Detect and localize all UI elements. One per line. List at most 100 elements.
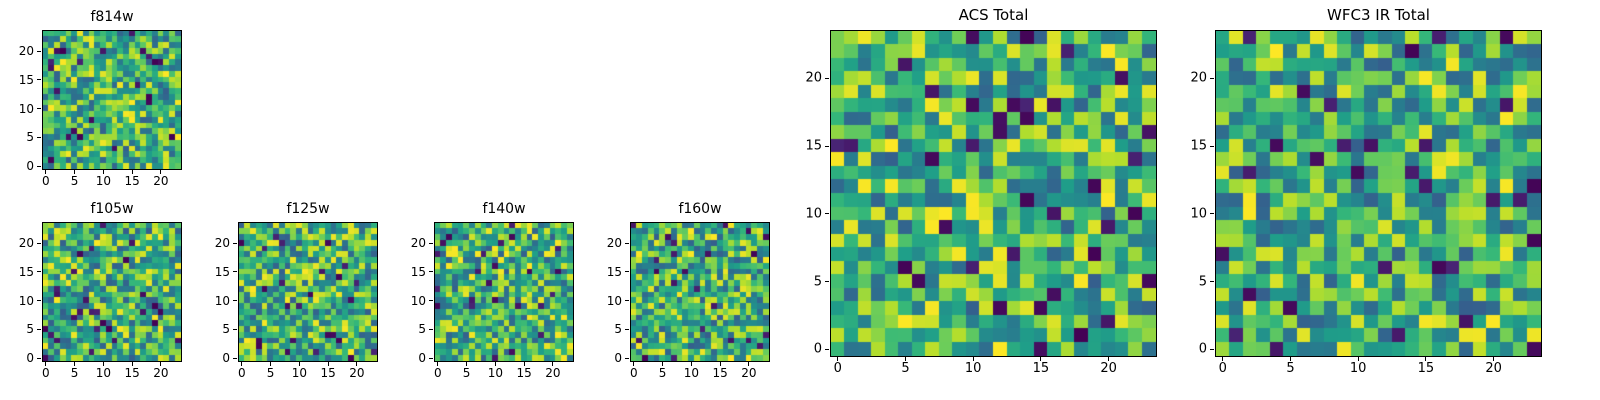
axis-tick-mark — [972, 357, 974, 361]
axis-tick-mark — [356, 362, 358, 366]
axis-tick-mark — [74, 362, 76, 366]
y-tick-label: 0 — [418, 351, 426, 366]
x-tick-label: 0 — [833, 361, 842, 376]
x-tick-label: 0 — [42, 174, 50, 188]
heatmap-image-f140w — [434, 222, 574, 362]
x-tick-label: 10 — [95, 366, 112, 380]
heatmap-image-acs-total — [830, 30, 1157, 357]
axis-tick-mark — [748, 362, 750, 366]
x-tick-label: 5 — [266, 366, 275, 380]
axis-tick-mark — [298, 362, 300, 366]
x-tick-label: 0 — [1218, 361, 1227, 376]
x-tick-label: 10 — [95, 174, 112, 188]
axis-tick-mark — [233, 357, 237, 359]
axis-tick-mark — [1357, 357, 1359, 361]
x-tick-label: 15 — [712, 366, 728, 380]
axis-tick-mark — [233, 242, 237, 244]
heatmap-panel-wfc3-ir-total: WFC3 IR Total 0 5 10 15 20 0 5 10 15 20 — [1181, 6, 1571, 392]
plot-area-f125w — [238, 222, 378, 362]
axis-tick-mark — [1425, 357, 1427, 361]
axis-tick-mark — [429, 242, 433, 244]
y-tick-label: 5 — [614, 322, 622, 337]
axis-tick-mark — [1108, 357, 1110, 361]
y-tick-label: 20 — [18, 44, 34, 59]
axis-tick-mark — [233, 328, 237, 330]
axis-tick-mark — [1210, 213, 1214, 215]
axis-tick-mark — [825, 281, 829, 283]
y-tick-label: 5 — [1198, 274, 1207, 290]
axis-tick-mark — [102, 362, 104, 366]
axis-tick-mark — [37, 357, 41, 359]
x-tick-label: 10 — [683, 366, 700, 380]
x-tick-label: 20 — [153, 366, 169, 380]
y-tick-label: 5 — [26, 130, 34, 145]
axis-tick-mark — [74, 170, 76, 174]
axis-tick-mark — [1222, 357, 1224, 361]
plot-area-acs-total — [830, 30, 1157, 357]
x-tick-label: 20 — [349, 366, 365, 380]
axis-tick-mark — [1493, 357, 1495, 361]
x-tick-label: 5 — [70, 174, 79, 188]
x-tick-label: 15 — [1032, 361, 1050, 376]
y-tick-label: 10 — [214, 293, 230, 308]
y-tick-label: 10 — [805, 206, 822, 222]
axis-tick-mark — [37, 300, 41, 302]
axis-tick-mark — [625, 271, 629, 273]
y-tick-label: 20 — [18, 236, 34, 251]
y-tick-label: 15 — [606, 264, 622, 279]
axis-tick-mark — [37, 242, 41, 244]
plot-area-f160w — [630, 222, 770, 362]
x-tick-label: 10 — [487, 366, 504, 380]
heatmap-image-f814w — [42, 30, 182, 170]
x-tick-label: 15 — [1417, 361, 1435, 376]
y-tick-label: 0 — [26, 351, 34, 366]
panel-title-acs-total: ACS Total — [958, 6, 1029, 24]
heatmap-panel-f140w: f140w 0 5 10 15 20 0 5 10 15 20 — [402, 198, 592, 386]
axis-tick-mark — [241, 362, 243, 366]
axis-tick-mark — [552, 362, 554, 366]
panel-title-f105w: f105w — [90, 201, 134, 217]
x-tick-label: 20 — [1100, 361, 1117, 376]
y-tick-label: 10 — [606, 293, 622, 308]
panel-title-wfc3-ir-total: WFC3 IR Total — [1327, 6, 1430, 24]
heatmap-panel-acs-total: ACS Total 0 5 10 15 20 0 5 10 15 20 — [796, 6, 1186, 392]
heatmap-image-f105w — [42, 222, 182, 362]
axis-tick-mark — [825, 213, 829, 215]
axis-tick-mark — [37, 79, 41, 81]
x-tick-label: 10 — [1349, 361, 1367, 376]
axis-tick-mark — [327, 362, 329, 366]
y-tick-label: 5 — [26, 322, 34, 337]
axis-tick-mark — [523, 362, 525, 366]
panel-title-f814w: f814w — [90, 9, 134, 25]
x-tick-label: 0 — [42, 366, 50, 380]
axis-tick-mark — [131, 170, 133, 174]
axis-tick-mark — [429, 271, 433, 273]
x-tick-label: 20 — [1485, 361, 1502, 376]
axis-tick-mark — [270, 362, 272, 366]
x-tick-label: 0 — [630, 366, 638, 380]
axis-tick-mark — [429, 357, 433, 359]
heatmap-panel-f105w: f105w 0 5 10 15 20 0 5 10 15 20 — [10, 198, 200, 386]
axis-tick-mark — [102, 170, 104, 174]
y-tick-label: 10 — [18, 293, 34, 308]
axis-tick-mark — [837, 357, 839, 361]
axis-tick-mark — [437, 362, 439, 366]
axis-tick-mark — [625, 357, 629, 359]
x-tick-label: 0 — [238, 366, 246, 380]
y-tick-label: 5 — [418, 322, 426, 337]
axis-tick-mark — [625, 300, 629, 302]
axis-tick-mark — [160, 170, 162, 174]
axis-tick-mark — [1210, 281, 1214, 283]
x-tick-label: 5 — [658, 366, 667, 380]
axis-tick-mark — [233, 300, 237, 302]
axis-tick-mark — [45, 362, 47, 366]
axis-tick-mark — [825, 77, 829, 79]
y-tick-label: 15 — [410, 264, 426, 279]
axis-tick-mark — [37, 50, 41, 52]
axis-tick-mark — [625, 242, 629, 244]
axis-tick-mark — [1210, 77, 1214, 79]
axis-tick-mark — [662, 362, 664, 366]
axis-tick-mark — [494, 362, 496, 366]
y-tick-label: 5 — [813, 274, 822, 290]
